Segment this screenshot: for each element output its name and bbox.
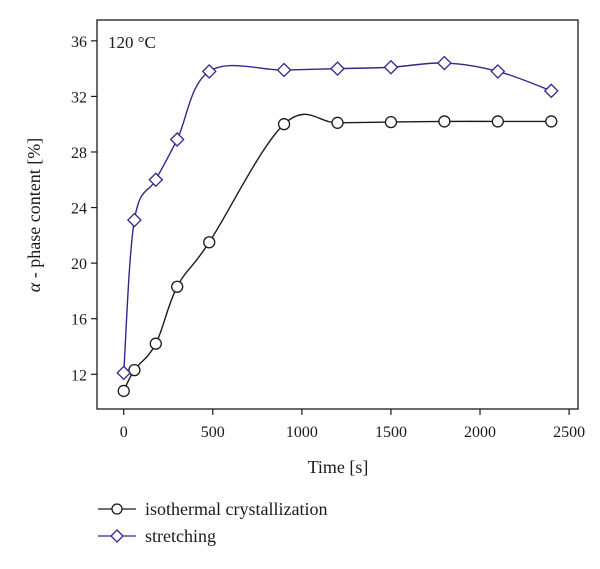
legend-marker-isothermal — [111, 503, 123, 515]
point-stretching-9 — [490, 63, 506, 79]
point-isothermal-9 — [491, 115, 504, 128]
x-tick-label-2000: 2000 — [464, 424, 496, 441]
x-tick-label-1500: 1500 — [375, 424, 407, 441]
legend: isothermal crystallization stretching — [98, 499, 327, 546]
y-axis-title: α - phase content [%] — [24, 138, 44, 292]
point-stretching-7 — [383, 59, 399, 75]
x-axis: 0 500 1000 1500 2000 2500 — [120, 409, 585, 441]
point-isothermal-3 — [171, 280, 184, 293]
point-isothermal-6 — [331, 116, 344, 129]
point-isothermal-7 — [384, 115, 398, 129]
point-isothermal-4 — [203, 236, 216, 249]
y-tick-label-28: 28 — [71, 145, 87, 162]
legend-marker-stretching — [110, 529, 124, 543]
y-tick-label-16: 16 — [71, 312, 87, 329]
x-tick-label-2500: 2500 — [553, 424, 585, 441]
point-isothermal-10 — [545, 115, 558, 128]
point-isothermal-8 — [438, 115, 451, 128]
y-tick-label-36: 36 — [71, 34, 87, 51]
y-tick-label-32: 32 — [71, 89, 87, 106]
point-stretching-1 — [126, 212, 142, 228]
y-tick-label-20: 20 — [71, 256, 87, 273]
point-isothermal-2 — [149, 337, 162, 350]
y-tick-label-12: 12 — [71, 367, 87, 384]
series-curves — [123, 62, 552, 392]
x-tick-label-500: 500 — [201, 424, 225, 441]
y-axis-title-symbol: α — [24, 282, 44, 292]
x-tick-label-1000: 1000 — [286, 424, 318, 441]
y-tick-label-24: 24 — [71, 201, 87, 218]
temperature-annotation: 120 °C — [108, 33, 156, 52]
x-tick-label-0: 0 — [120, 424, 128, 441]
series-line-1 — [123, 62, 552, 373]
point-stretching-8 — [436, 55, 452, 71]
legend-item-stretching: stretching — [98, 526, 216, 546]
point-stretching-5 — [276, 62, 292, 78]
point-stretching-0 — [116, 365, 132, 381]
point-stretching-6 — [330, 61, 345, 77]
series-markers — [116, 55, 559, 398]
series-line-0 — [123, 113, 552, 392]
point-isothermal-0 — [117, 384, 130, 398]
point-stretching-3 — [169, 132, 185, 147]
point-isothermal-1 — [128, 363, 141, 377]
legend-label-stretching: stretching — [145, 526, 216, 546]
point-isothermal-5 — [277, 118, 291, 131]
x-axis-title: Time [s] — [308, 457, 369, 477]
y-axis: 12 16 20 24 28 32 36 — [71, 34, 97, 384]
y-axis-title-text: - phase content [%] — [24, 138, 44, 283]
legend-item-isothermal: isothermal crystallization — [98, 499, 327, 519]
plot-frame — [96, 19, 579, 410]
legend-label-isothermal: isothermal crystallization — [145, 499, 327, 519]
point-stretching-4 — [201, 63, 217, 79]
point-stretching-2 — [148, 172, 164, 188]
point-stretching-10 — [543, 83, 559, 99]
